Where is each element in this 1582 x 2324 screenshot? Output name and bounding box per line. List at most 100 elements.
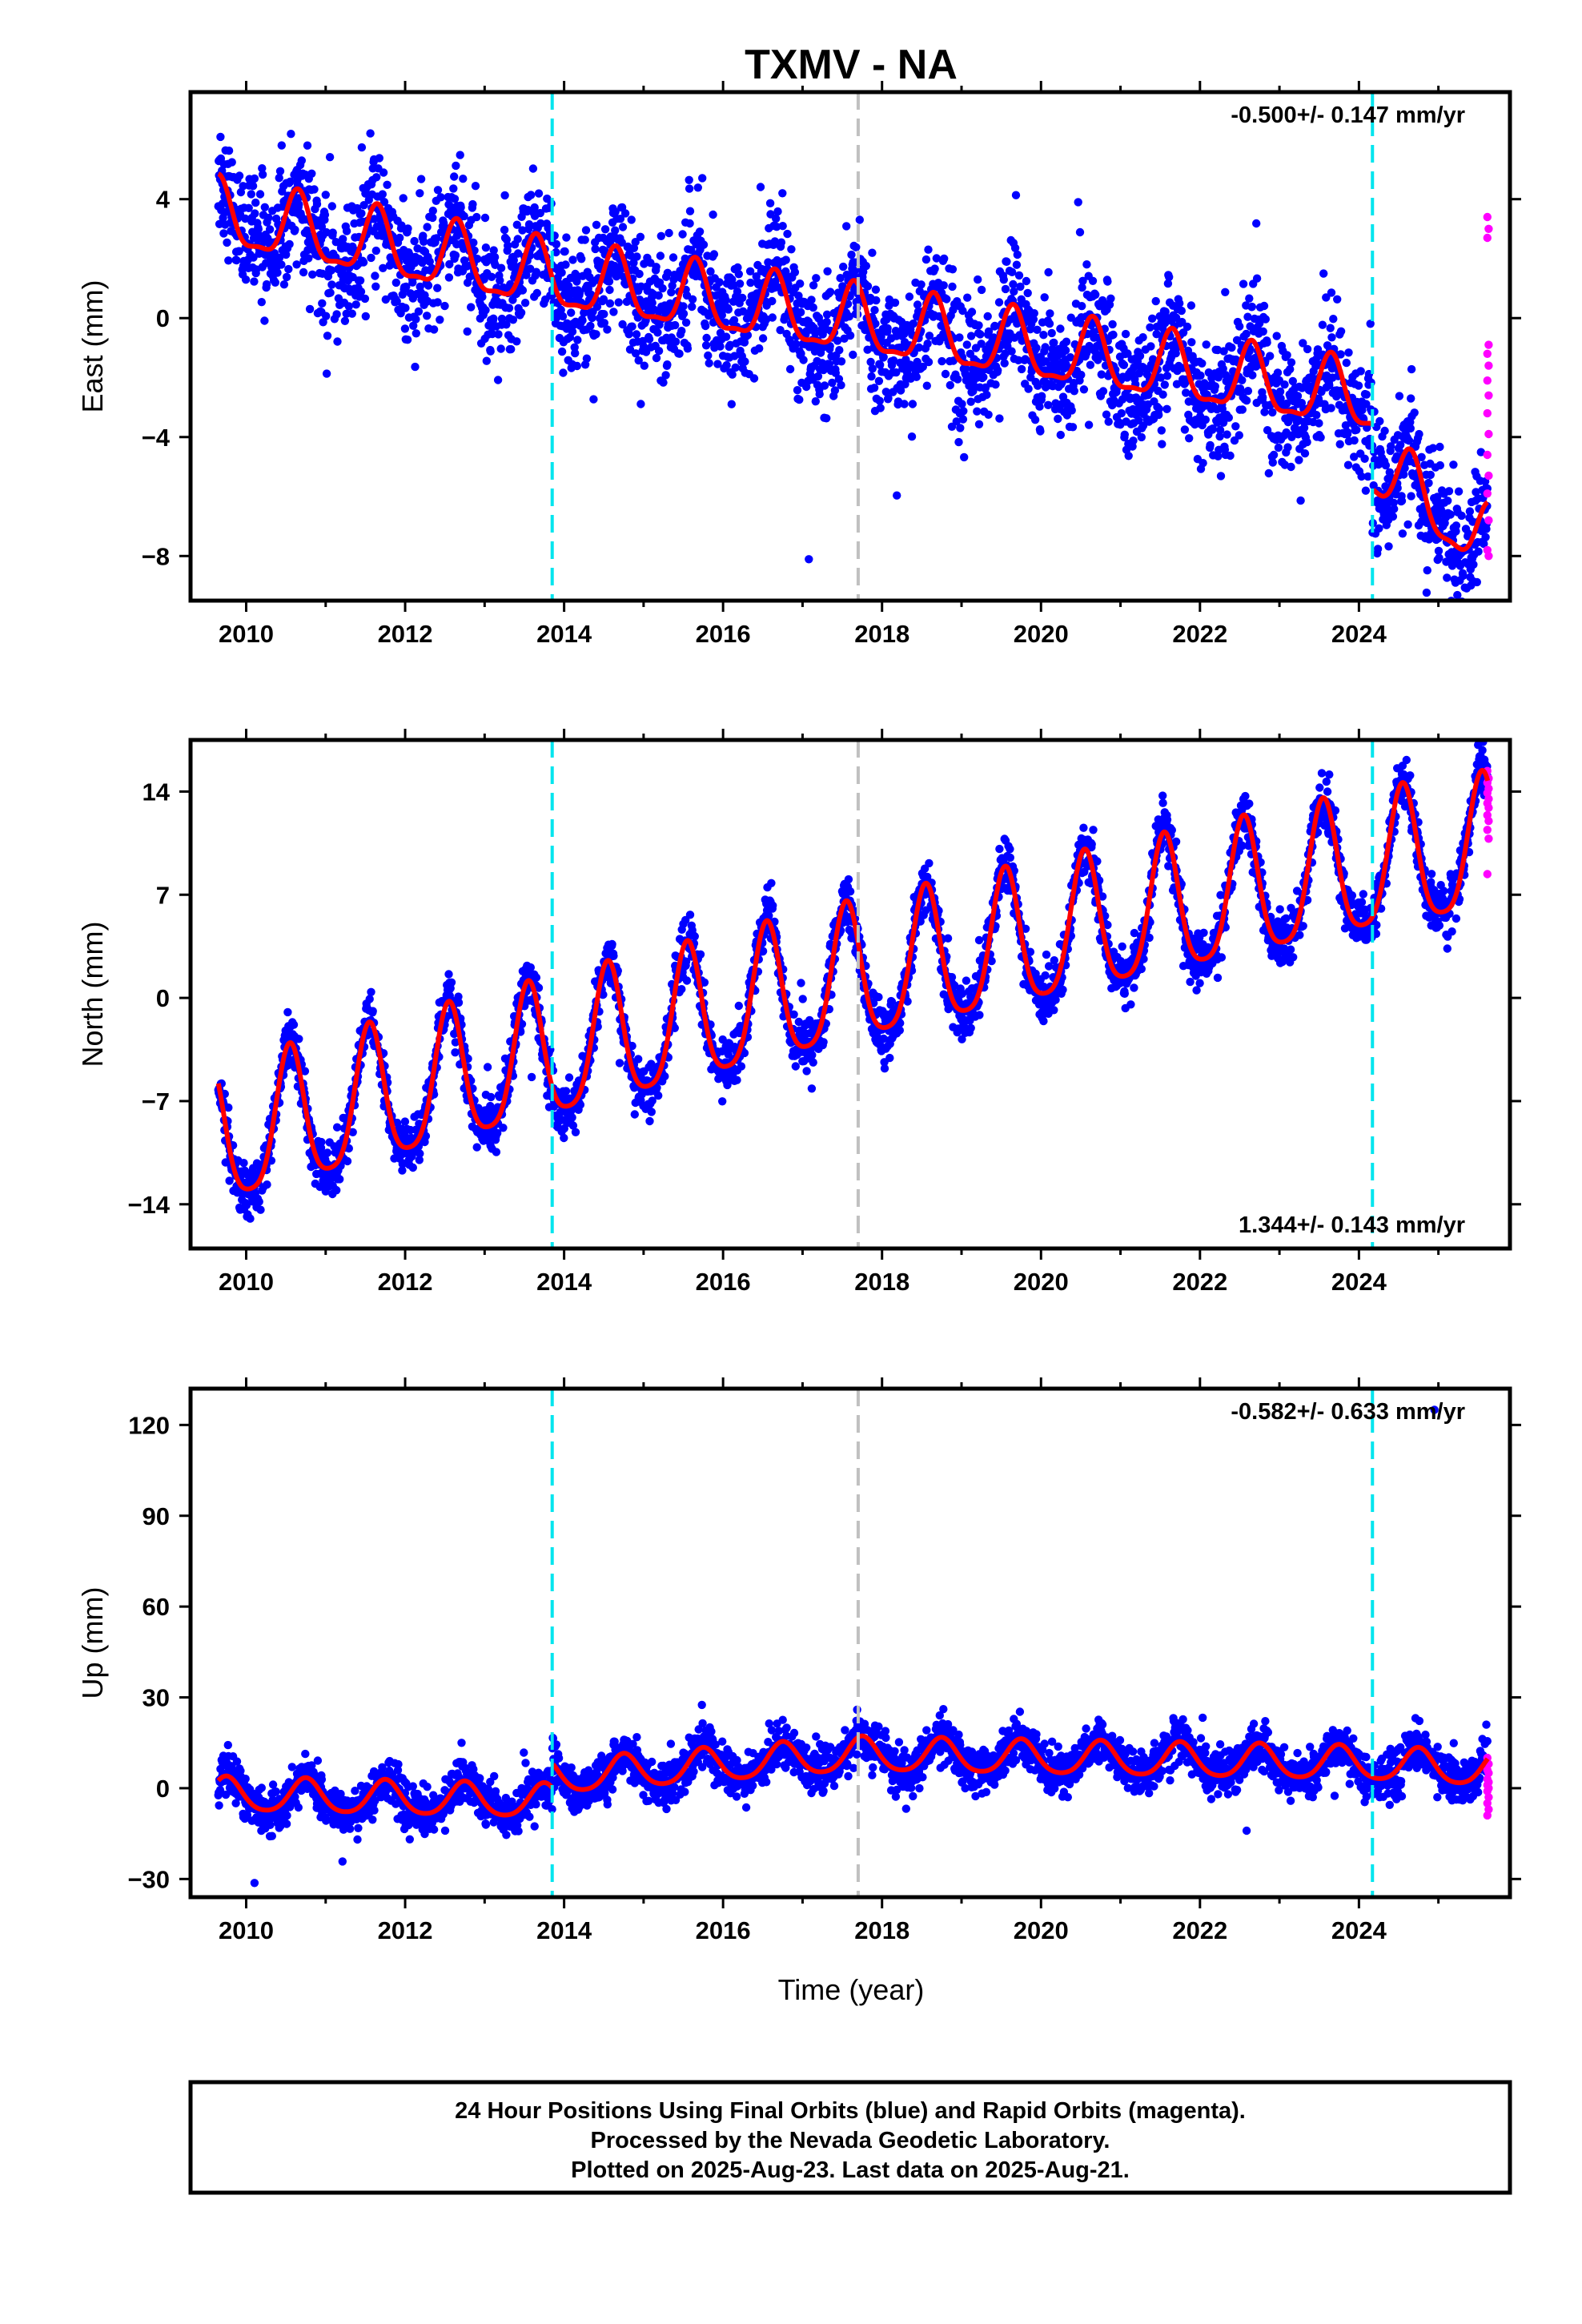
data-point xyxy=(822,414,831,423)
data-point xyxy=(258,170,267,179)
data-point xyxy=(1319,269,1328,278)
data-point xyxy=(1375,416,1384,426)
data-point xyxy=(559,368,568,377)
data-point xyxy=(534,189,544,198)
data-point xyxy=(356,287,366,296)
data-point xyxy=(571,348,580,358)
data-point xyxy=(1242,329,1251,339)
data-point xyxy=(1061,346,1070,355)
data-point xyxy=(292,260,301,269)
data-point xyxy=(1038,392,1046,400)
data-point xyxy=(456,203,465,212)
data-point xyxy=(1135,352,1145,360)
data-point xyxy=(339,235,347,243)
data-point xyxy=(893,491,901,500)
data-point xyxy=(1252,274,1262,283)
data-point xyxy=(1435,460,1445,470)
data-point xyxy=(844,875,853,884)
data-point xyxy=(334,294,343,303)
data-point xyxy=(629,259,638,267)
data-point xyxy=(1354,381,1363,390)
data-point xyxy=(791,1062,800,1071)
data-point xyxy=(351,300,360,309)
data-point xyxy=(1417,452,1426,461)
data-point xyxy=(733,1076,741,1084)
data-point xyxy=(1016,282,1025,292)
data-point xyxy=(295,200,303,209)
data-point xyxy=(789,1010,798,1019)
data-point xyxy=(347,309,356,318)
data-point xyxy=(849,350,857,360)
data-point xyxy=(451,1048,460,1057)
data-point xyxy=(1218,404,1227,413)
data-point xyxy=(912,372,921,381)
data-point xyxy=(1035,402,1044,411)
data-point xyxy=(1097,370,1106,379)
data-point xyxy=(958,400,966,408)
data-point xyxy=(1422,588,1431,597)
data-point xyxy=(481,243,491,252)
data-point xyxy=(1162,404,1171,413)
data-point xyxy=(562,233,571,242)
data-point xyxy=(669,253,678,262)
data-point xyxy=(1001,284,1010,294)
plot-area xyxy=(214,740,1493,1223)
data-point xyxy=(1215,425,1225,435)
data-point xyxy=(869,384,879,392)
data-point xyxy=(472,212,481,222)
data-point xyxy=(783,229,792,239)
data-point xyxy=(1158,440,1166,448)
data-point xyxy=(1182,322,1192,332)
rapid-point xyxy=(1483,233,1492,243)
panel-frame xyxy=(188,90,1512,603)
data-point xyxy=(974,420,984,428)
data-point xyxy=(1268,458,1278,467)
data-point xyxy=(321,191,330,199)
data-point xyxy=(1084,420,1094,429)
data-point xyxy=(1452,521,1461,530)
data-point xyxy=(1342,358,1351,368)
data-point xyxy=(328,228,337,237)
data-point xyxy=(552,239,561,249)
data-point xyxy=(588,313,596,323)
data-point xyxy=(415,1156,424,1164)
data-point xyxy=(611,207,620,216)
data-point xyxy=(688,302,697,312)
data-point xyxy=(1293,392,1303,400)
data-point xyxy=(632,330,641,339)
data-point xyxy=(659,378,668,387)
data-point xyxy=(1180,425,1190,434)
data-point xyxy=(248,182,258,191)
data-point xyxy=(423,312,432,320)
data-point xyxy=(357,209,366,218)
data-point xyxy=(722,360,731,370)
data-point xyxy=(908,400,917,408)
data-point xyxy=(1183,346,1193,356)
data-point xyxy=(436,316,444,324)
data-point xyxy=(683,344,693,353)
data-point xyxy=(701,321,710,331)
data-point xyxy=(489,314,498,323)
data-point xyxy=(1121,329,1130,339)
data-point xyxy=(1120,430,1130,439)
data-point xyxy=(815,390,824,399)
data-point xyxy=(582,354,592,363)
data-point xyxy=(572,361,581,371)
data-point xyxy=(300,1067,310,1076)
data-point xyxy=(1343,460,1353,469)
data-point xyxy=(1171,349,1180,358)
data-point xyxy=(845,887,855,896)
data-point xyxy=(1434,546,1443,556)
data-point xyxy=(731,363,740,372)
data-point xyxy=(765,911,773,920)
data-point xyxy=(1313,345,1323,354)
data-point xyxy=(552,247,560,257)
data-point xyxy=(626,251,635,260)
data-point xyxy=(812,274,821,283)
data-point xyxy=(614,298,623,307)
data-point xyxy=(332,310,341,319)
data-point xyxy=(1333,295,1342,304)
data-point xyxy=(1050,338,1058,348)
figure-title: TXMV - NA xyxy=(745,42,958,88)
data-point xyxy=(681,318,691,327)
